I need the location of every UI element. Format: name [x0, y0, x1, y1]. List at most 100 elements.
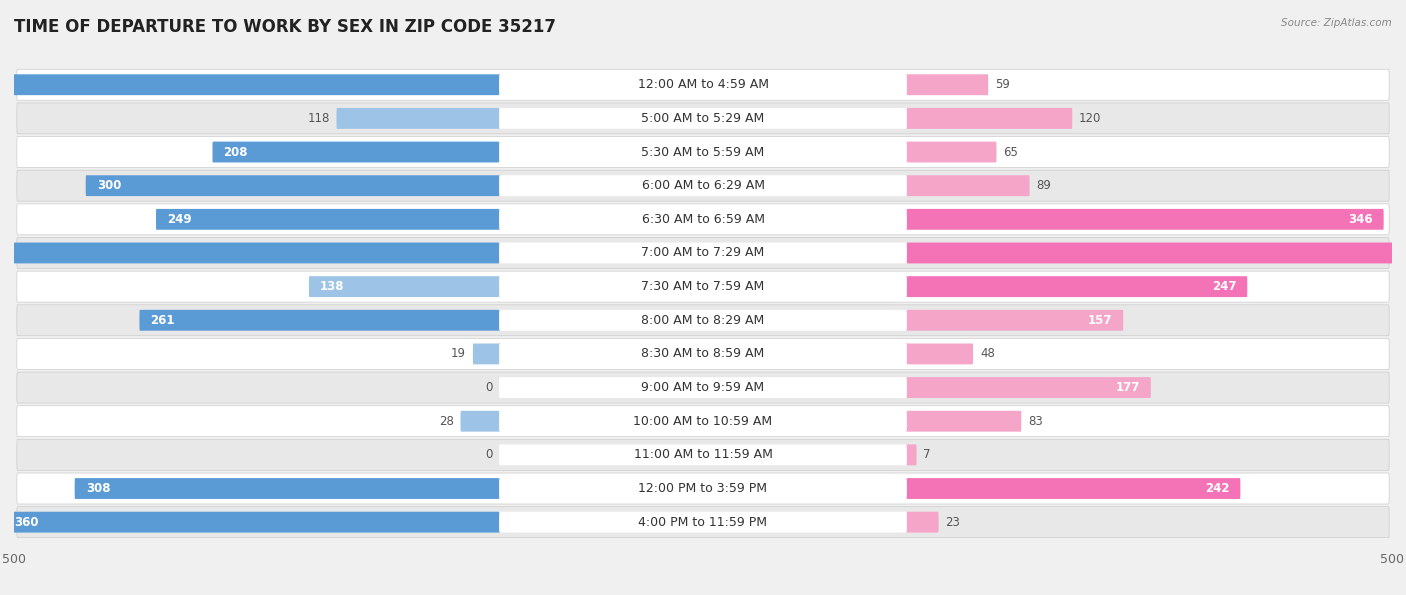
FancyBboxPatch shape: [17, 69, 1389, 100]
Bar: [499, 142, 501, 162]
Text: 308: 308: [86, 482, 110, 495]
Text: 8:30 AM to 8:59 AM: 8:30 AM to 8:59 AM: [641, 347, 765, 361]
FancyBboxPatch shape: [499, 478, 907, 499]
Bar: [499, 512, 501, 533]
Text: 157: 157: [1088, 314, 1112, 327]
FancyBboxPatch shape: [17, 406, 1389, 437]
FancyBboxPatch shape: [17, 204, 1389, 235]
Text: 300: 300: [97, 179, 121, 192]
Text: 177: 177: [1115, 381, 1140, 394]
Text: 249: 249: [167, 213, 191, 226]
FancyBboxPatch shape: [17, 305, 1389, 336]
Text: 9:00 AM to 9:59 AM: 9:00 AM to 9:59 AM: [641, 381, 765, 394]
FancyBboxPatch shape: [499, 310, 907, 331]
Bar: [905, 74, 907, 95]
Text: 12:00 AM to 4:59 AM: 12:00 AM to 4:59 AM: [637, 78, 769, 91]
Bar: [905, 343, 907, 364]
FancyBboxPatch shape: [499, 74, 907, 95]
Text: 83: 83: [1028, 415, 1043, 428]
Text: 5:00 AM to 5:29 AM: 5:00 AM to 5:29 AM: [641, 112, 765, 125]
Bar: [905, 142, 907, 162]
FancyBboxPatch shape: [499, 142, 907, 162]
Text: 8:00 AM to 8:29 AM: 8:00 AM to 8:29 AM: [641, 314, 765, 327]
Bar: [905, 444, 907, 465]
FancyBboxPatch shape: [3, 512, 499, 533]
FancyBboxPatch shape: [907, 209, 1384, 230]
Text: 65: 65: [1004, 146, 1018, 158]
FancyBboxPatch shape: [17, 271, 1389, 302]
FancyBboxPatch shape: [336, 108, 499, 129]
FancyBboxPatch shape: [499, 512, 907, 533]
Text: TIME OF DEPARTURE TO WORK BY SEX IN ZIP CODE 35217: TIME OF DEPARTURE TO WORK BY SEX IN ZIP …: [14, 18, 555, 36]
Text: 7: 7: [924, 449, 931, 461]
FancyBboxPatch shape: [499, 243, 907, 264]
FancyBboxPatch shape: [499, 176, 907, 196]
Text: 23: 23: [945, 516, 960, 529]
Text: 48: 48: [980, 347, 995, 361]
FancyBboxPatch shape: [907, 243, 1406, 264]
Text: 12:00 PM to 3:59 PM: 12:00 PM to 3:59 PM: [638, 482, 768, 495]
Text: 138: 138: [321, 280, 344, 293]
Text: 120: 120: [1080, 112, 1101, 125]
FancyBboxPatch shape: [17, 103, 1389, 134]
FancyBboxPatch shape: [17, 439, 1389, 470]
FancyBboxPatch shape: [75, 478, 499, 499]
FancyBboxPatch shape: [0, 74, 499, 95]
Text: 19: 19: [451, 347, 465, 361]
FancyBboxPatch shape: [907, 74, 988, 95]
Text: 208: 208: [224, 146, 247, 158]
FancyBboxPatch shape: [212, 142, 499, 162]
Bar: [499, 209, 501, 230]
FancyBboxPatch shape: [0, 243, 499, 264]
Text: 89: 89: [1036, 179, 1052, 192]
Bar: [499, 176, 501, 196]
Bar: [905, 243, 907, 264]
Text: 346: 346: [1348, 213, 1372, 226]
FancyBboxPatch shape: [499, 377, 907, 398]
FancyBboxPatch shape: [156, 209, 499, 230]
FancyBboxPatch shape: [17, 372, 1389, 403]
Text: 10:00 AM to 10:59 AM: 10:00 AM to 10:59 AM: [634, 415, 772, 428]
Bar: [499, 478, 501, 499]
Text: 11:00 AM to 11:59 AM: 11:00 AM to 11:59 AM: [634, 449, 772, 461]
FancyBboxPatch shape: [17, 507, 1389, 538]
Text: 261: 261: [150, 314, 174, 327]
FancyBboxPatch shape: [907, 142, 997, 162]
Text: 118: 118: [308, 112, 329, 125]
FancyBboxPatch shape: [17, 137, 1389, 168]
FancyBboxPatch shape: [139, 310, 499, 331]
Text: 7:30 AM to 7:59 AM: 7:30 AM to 7:59 AM: [641, 280, 765, 293]
Text: 242: 242: [1205, 482, 1229, 495]
Text: 360: 360: [14, 516, 38, 529]
FancyBboxPatch shape: [499, 444, 907, 465]
FancyBboxPatch shape: [907, 411, 1021, 431]
Bar: [499, 276, 501, 297]
FancyBboxPatch shape: [17, 339, 1389, 369]
Bar: [499, 108, 501, 129]
FancyBboxPatch shape: [907, 512, 939, 533]
FancyBboxPatch shape: [907, 276, 1247, 297]
FancyBboxPatch shape: [907, 377, 1152, 398]
Text: 247: 247: [1212, 280, 1236, 293]
FancyBboxPatch shape: [461, 411, 499, 431]
Bar: [905, 478, 907, 499]
Bar: [499, 411, 501, 431]
Text: Source: ZipAtlas.com: Source: ZipAtlas.com: [1281, 18, 1392, 28]
FancyBboxPatch shape: [86, 176, 499, 196]
FancyBboxPatch shape: [499, 343, 907, 364]
Text: 59: 59: [995, 78, 1010, 91]
FancyBboxPatch shape: [907, 310, 1123, 331]
FancyBboxPatch shape: [907, 108, 1073, 129]
Text: 28: 28: [439, 415, 454, 428]
FancyBboxPatch shape: [907, 444, 917, 465]
FancyBboxPatch shape: [499, 209, 907, 230]
FancyBboxPatch shape: [309, 276, 499, 297]
FancyBboxPatch shape: [499, 276, 907, 297]
FancyBboxPatch shape: [907, 343, 973, 364]
Text: 6:00 AM to 6:29 AM: 6:00 AM to 6:29 AM: [641, 179, 765, 192]
FancyBboxPatch shape: [499, 108, 907, 129]
Text: 7:00 AM to 7:29 AM: 7:00 AM to 7:29 AM: [641, 246, 765, 259]
FancyBboxPatch shape: [907, 478, 1240, 499]
Bar: [905, 411, 907, 431]
Bar: [905, 377, 907, 398]
